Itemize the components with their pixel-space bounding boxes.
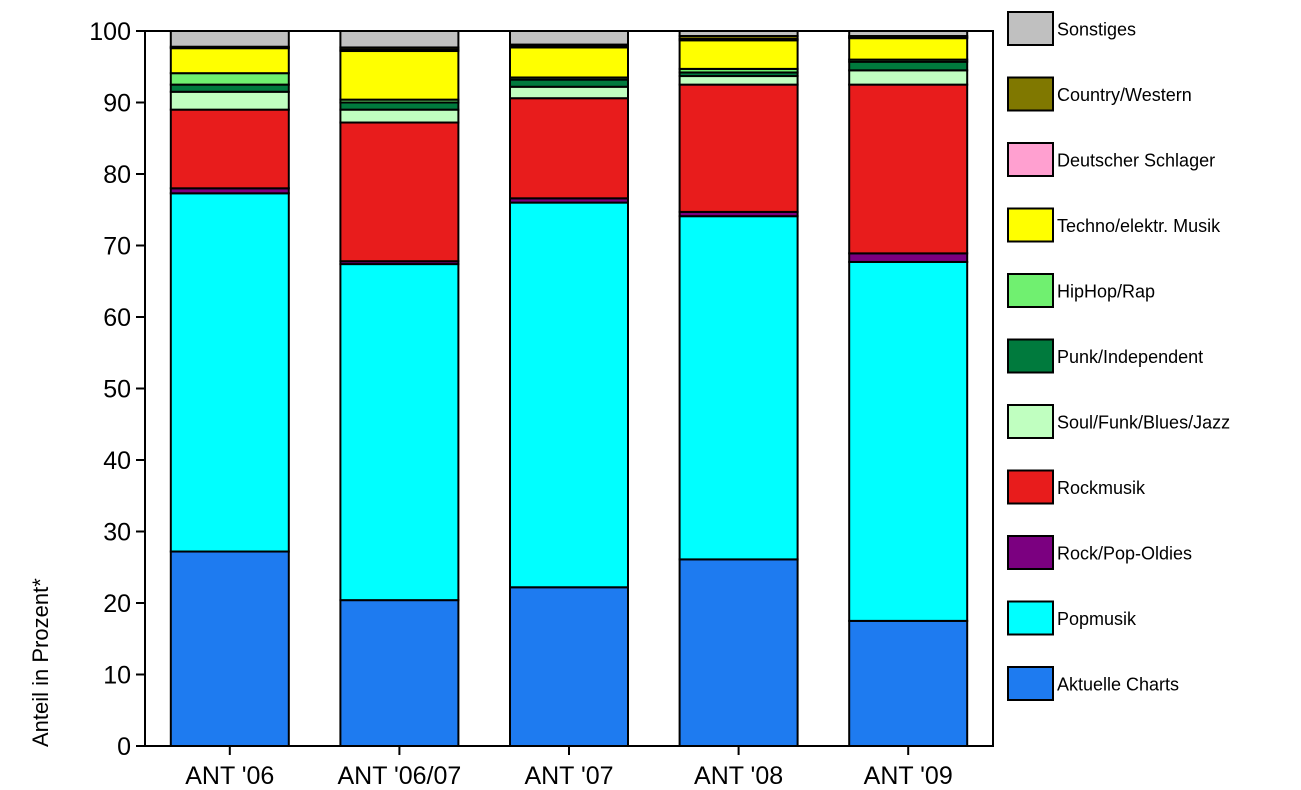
y-axis-title: Anteil in Prozent* — [28, 578, 53, 747]
bar-segment — [678, 39, 799, 70]
legend-swatch — [1007, 338, 1054, 374]
x-category-label: ANT '09 — [864, 762, 953, 790]
x-axis: ANT '06 ANT '06/07 ANT '07 ANT '08 ANT '09 — [185, 746, 953, 790]
legend-label: Popmusik — [1057, 609, 1137, 629]
legend-label: Aktuelle Charts — [1057, 675, 1179, 695]
legend-swatch — [1007, 404, 1054, 439]
y-tick-label: 0 — [117, 733, 131, 761]
legend-label: Rockmusik — [1057, 478, 1146, 498]
bar-segment — [678, 215, 799, 561]
bar-segment — [339, 108, 460, 124]
y-tick-label: 100 — [89, 18, 131, 46]
bar-segment — [848, 252, 969, 263]
x-category-label: ANT '08 — [694, 762, 783, 790]
legend-label: Country/Western — [1057, 85, 1192, 105]
bar-segment — [169, 30, 290, 48]
legend-label: HipHop/Rap — [1057, 282, 1155, 302]
bar-segment — [509, 78, 629, 88]
bar-segment — [169, 550, 290, 748]
bar-segment — [169, 72, 290, 86]
bar-segment — [169, 108, 290, 190]
y-tick-label: 60 — [103, 304, 131, 332]
bar-segment — [509, 85, 629, 100]
bar-segment — [339, 50, 460, 101]
y-tick-label: 70 — [103, 233, 131, 261]
legend-label: Punk/Independent — [1057, 347, 1203, 367]
bar-segment — [848, 30, 969, 38]
legend-label: Deutscher Schlager — [1057, 151, 1215, 171]
bar-segment — [509, 46, 629, 79]
bar-segment — [169, 47, 290, 75]
x-category-label: ANT '07 — [524, 762, 613, 790]
bar-segment — [848, 83, 969, 255]
legend-swatch — [1007, 142, 1054, 177]
bars-group — [169, 30, 969, 748]
bar-segment — [169, 83, 290, 93]
legend-label: Techno/elektr. Musik — [1057, 216, 1221, 236]
bar-segment — [339, 599, 460, 748]
legend-swatch — [1007, 207, 1054, 243]
legend-swatch — [1007, 600, 1054, 636]
y-tick-label: 40 — [103, 447, 131, 475]
y-tick-label: 10 — [103, 662, 131, 690]
legend-label: Soul/Funk/Blues/Jazz — [1057, 413, 1230, 433]
bar-segment — [509, 586, 629, 748]
y-tick-label: 20 — [103, 590, 131, 618]
bar-segment — [848, 260, 969, 622]
bar-segment — [339, 101, 460, 111]
legend-swatch — [1007, 273, 1054, 308]
bar-segment — [848, 69, 969, 86]
bar-segment — [339, 263, 460, 602]
bar-segment — [848, 60, 969, 72]
bar-segment — [848, 37, 969, 61]
bar-segment — [678, 83, 799, 213]
legend-swatch — [1007, 666, 1054, 701]
legend-swatch — [1007, 535, 1054, 570]
legend-swatch — [1007, 76, 1054, 112]
y-tick-label: 50 — [103, 376, 131, 404]
bar-segment — [509, 30, 629, 46]
legend-label: Rock/Pop-Oldies — [1057, 544, 1192, 564]
bar-segment — [509, 201, 629, 589]
bar-segment — [678, 75, 799, 86]
bar-segment — [169, 90, 290, 111]
bar-segment — [169, 192, 290, 553]
legend-swatch — [1007, 11, 1054, 46]
bar-segment — [678, 30, 799, 38]
bar-segment — [509, 97, 629, 200]
x-category-label: ANT '06 — [185, 762, 274, 790]
y-tick-label: 90 — [103, 90, 131, 118]
legend: Sonstiges Country/Western Deutscher Schlag… — [1007, 11, 1230, 701]
x-category-label: ANT '06/07 — [337, 762, 461, 790]
y-axis: 0 10 20 30 40 50 60 70 80 90 100 — [89, 18, 145, 761]
y-tick-label: 80 — [103, 161, 131, 189]
y-tick-label: 30 — [103, 519, 131, 547]
legend-swatch — [1007, 469, 1054, 505]
bar-segment — [339, 30, 460, 49]
legend-label: Sonstiges — [1057, 20, 1136, 40]
bar-segment — [848, 619, 969, 747]
bar-segment — [339, 121, 460, 263]
bar-segment — [678, 558, 799, 748]
